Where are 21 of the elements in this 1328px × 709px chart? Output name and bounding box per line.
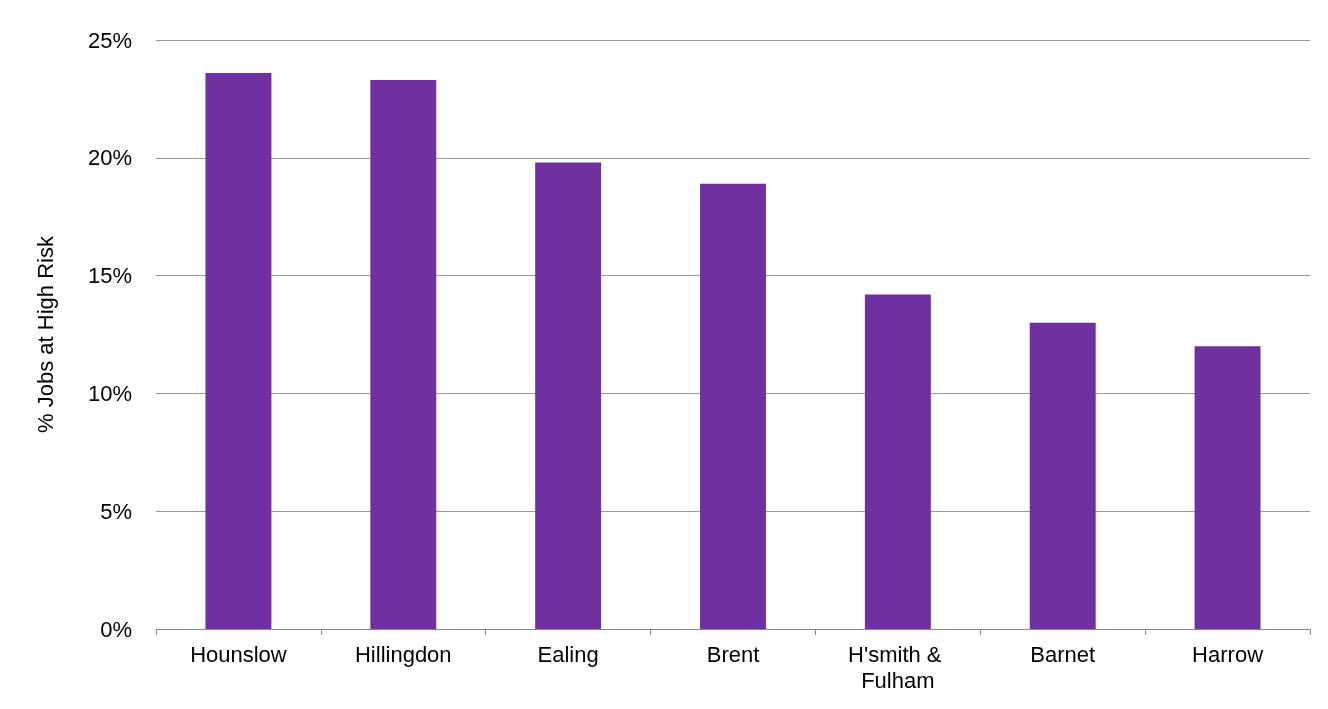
bar [864,294,931,629]
x-tick-label: Hillingdon [354,641,452,667]
bar [535,162,602,629]
x-tick-label: Barnet [1030,641,1096,667]
bar [1029,322,1096,629]
y-tick-label: 15% [87,263,132,289]
y-axis-title: % Jobs at High Risk [32,235,58,433]
x-tick-label: Hounslow [190,641,287,667]
bar [1194,346,1261,629]
y-tick-label: 10% [87,380,132,406]
x-tick-label: Brent [706,641,760,667]
y-tick-label: 20% [87,145,132,171]
x-tick-label: Harrow [1192,641,1264,667]
bar [205,72,272,629]
bar [700,183,766,629]
y-tick-label: 25% [87,27,132,53]
y-tick-label: 5% [100,498,132,524]
y-tick-label: 0% [100,616,132,642]
x-tick-label: Ealing [537,641,599,667]
bar [370,80,437,629]
x-tick-label: H'smith & Fulham [848,641,948,693]
